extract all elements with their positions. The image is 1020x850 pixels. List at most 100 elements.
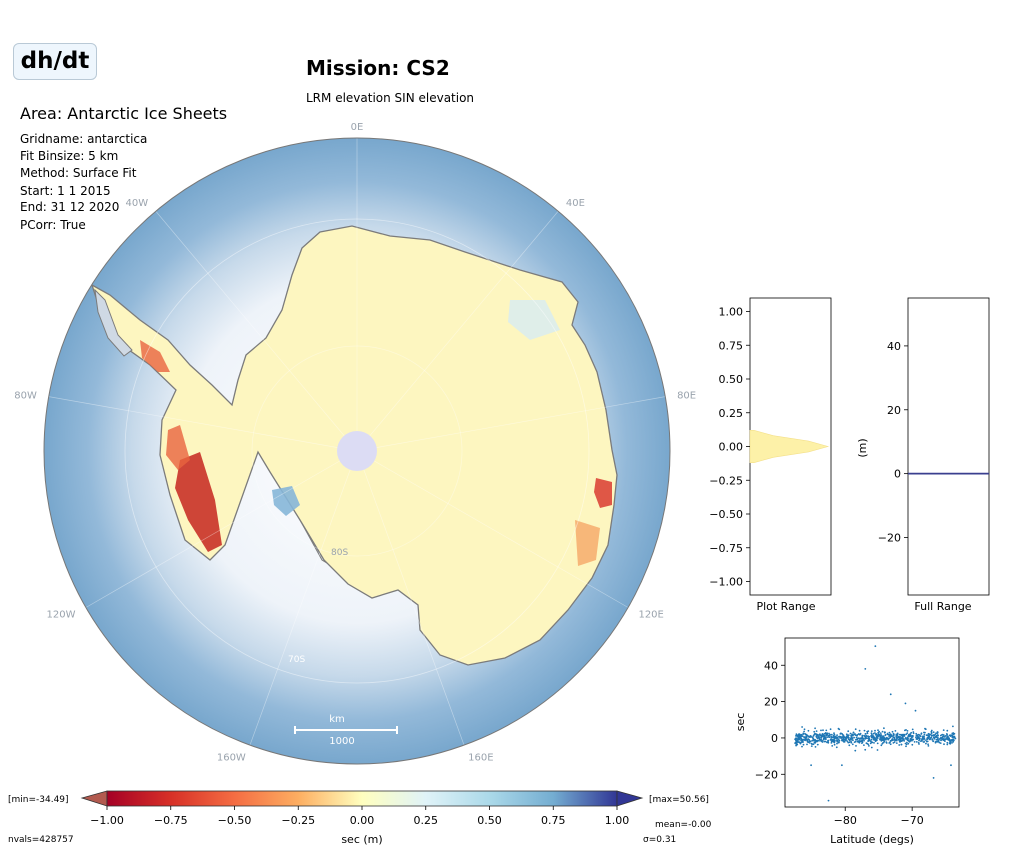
scatter-point [897,738,900,741]
scatter-point [813,730,816,733]
graticule-70s [124,218,590,684]
scatter-point [822,734,824,737]
scatter-point [925,742,927,745]
scatter-point [836,734,838,736]
scatter-point [795,737,797,740]
scatter-point [888,734,891,736]
scatter-point [913,741,916,743]
dh-dt-badge: dh/dt [13,43,97,80]
scatter-point [884,731,886,734]
scatter-point [945,734,947,737]
colorbar-tick-label: −0.75 [154,814,188,827]
scatter-point [814,741,816,744]
scatter-frame [784,637,960,808]
scatter-point [809,736,811,739]
scatter-point [927,736,929,739]
scatter-point [855,745,857,747]
scatter-point [952,738,955,741]
thinning-coast [166,425,190,470]
scatter-outlier [950,764,952,767]
scatter-point [876,739,878,741]
scatter-point [915,734,918,737]
scatter-point [885,737,887,739]
scatter-point [877,732,879,734]
scatter-point [822,729,824,732]
scatter-point [946,736,949,738]
scatter-point [872,732,875,735]
scatter-point [835,746,838,749]
pole-hole [337,431,377,471]
scatter-point [907,734,910,736]
y-tick-label: 0.50 [719,373,744,386]
scatter-point [865,742,868,745]
scatter-point [932,736,935,739]
scatter-outlier [932,777,935,779]
scatter-point [935,734,938,737]
scatter-point [936,733,939,735]
map-border [43,137,671,765]
lon-label: 120E [638,610,663,621]
scatter-point [877,729,879,732]
scatter-point [816,743,819,746]
scatter-point [835,739,838,741]
scatter-point [856,740,859,743]
scatter-point [921,737,924,740]
y-tick-label: −1.00 [709,576,743,589]
y-tick-label: 0 [771,732,778,745]
scatter-point [902,738,905,741]
scatter-point [853,741,856,743]
scatter-point [804,732,806,735]
scatter-point [851,733,854,736]
scatter-point [907,735,910,738]
scatter-point [852,731,855,734]
scatter-point [820,736,823,739]
scatter-point [943,743,945,746]
scatter-point [826,741,828,744]
scatter-point [904,729,906,732]
scatter-point [937,739,940,742]
scatter-point [932,731,935,734]
colorbar-mean-label: mean=-0.00 [655,820,712,830]
scatter-point [796,734,799,737]
scatter-point [861,739,863,742]
y-tick-label: 0.25 [719,407,744,420]
scatter-point [829,739,832,741]
thinning-east [594,478,612,508]
scatter-point [906,732,909,734]
scatter-point [946,729,949,732]
scatter-point [826,734,829,736]
scatter-point [858,729,861,732]
scatter-xlabel: Latitude (degs) [830,833,914,846]
scatter-point [853,736,855,739]
scatter-point [803,728,806,731]
scatter-point [930,729,933,732]
scatter-outlier [914,709,917,712]
scatter-point [798,733,801,736]
scatter-point [941,733,943,736]
y-tick-label: 1.00 [719,306,744,319]
scatter-point [855,736,858,739]
scatter-point [896,733,899,736]
scatter-point [801,745,803,748]
colorbar-gradient [106,790,618,807]
scatter-point [900,734,903,737]
scatter-point [806,741,809,743]
colorbar-tick-label: 0.25 [414,814,439,827]
scatter-point [847,741,850,744]
scatter-point [885,742,888,744]
scatter-point [864,735,866,738]
scatter-point [876,742,879,745]
scatter-point [874,729,876,732]
lon-label: 160E [468,752,493,763]
scatter-point [927,735,930,737]
scatter-point [823,736,826,739]
scatter-point [874,739,876,742]
scatter-point [872,735,875,737]
scatter-point [905,733,908,736]
thickening-dronning [508,300,560,340]
scatter-point [883,727,885,730]
scatter-point [891,730,894,733]
scatter-point [806,743,808,746]
scatter-point [811,743,813,746]
